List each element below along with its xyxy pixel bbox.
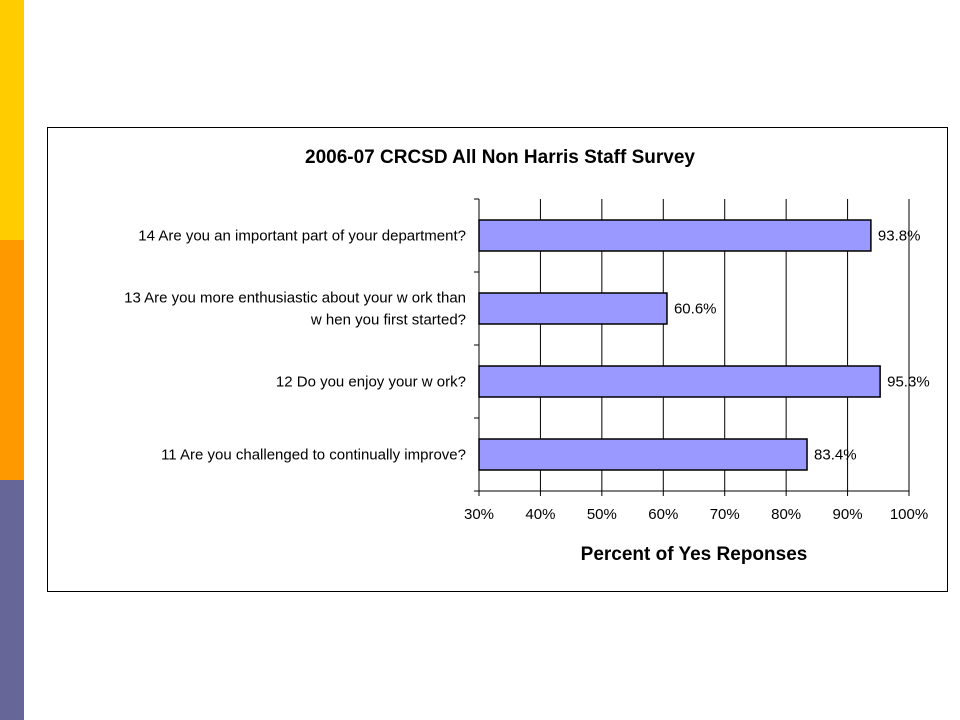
chart-frame: 2006-07 CRCSD All Non Harris Staff Surve… [47,127,948,592]
x-tick-label: 50% [587,506,617,523]
data-label: 95.3% [887,374,930,391]
bar-chart: 2006-07 CRCSD All Non Harris Staff Surve… [124,147,930,565]
bar [478,438,808,471]
side-stripe-orange [0,240,24,480]
bars [478,219,881,471]
side-stripe-yellow [0,0,24,240]
category-label: w hen you first started? [310,312,466,329]
chart-title: 2006-07 CRCSD All Non Harris Staff Surve… [305,147,695,168]
side-stripe-purple [0,480,24,720]
bar [478,219,872,252]
data-label: 60.6% [674,301,717,318]
category-label: 12 Do you enjoy your w ork? [276,374,466,391]
data-label: 93.8% [878,228,921,245]
data-label: 83.4% [814,447,857,464]
x-tick-label: 80% [771,506,801,523]
category-label: 11 Are you challenged to continually imp… [161,447,466,464]
axes [474,198,910,496]
x-tick-label: 90% [833,506,863,523]
x-tick-label: 40% [525,506,555,523]
x-tick-label: 60% [648,506,678,523]
category-label: 13 Are you more enthusiastic about your … [124,290,466,307]
labels: 30% 40% 50% 60% 70% 80% 90% 100% 93.8% 14 Are you… [124,228,930,524]
x-tick-label: 100% [890,506,928,523]
x-tick-label: 70% [710,506,740,523]
bar [478,292,668,325]
category-label: 14 Are you an important part of your dep… [138,228,466,245]
bar [478,365,881,398]
x-axis-label: Percent of Yes Reponses [581,544,808,565]
x-tick-label: 30% [464,506,494,523]
